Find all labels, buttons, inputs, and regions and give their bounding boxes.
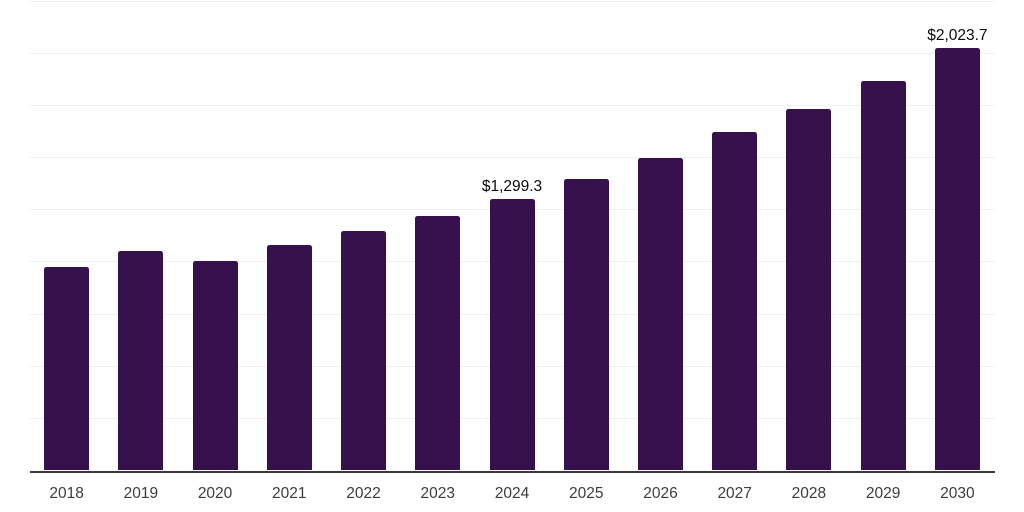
x-tick-label: 2022 bbox=[346, 485, 381, 502]
bar bbox=[712, 132, 758, 471]
bar bbox=[934, 48, 980, 471]
x-tick-label: 2020 bbox=[197, 485, 233, 502]
bar bbox=[192, 260, 238, 471]
bar bbox=[563, 179, 609, 471]
bar bbox=[489, 199, 535, 471]
x-tick-label: 2023 bbox=[420, 485, 455, 502]
x-tick-label: 2027 bbox=[717, 485, 752, 502]
x-tick-label: 2018 bbox=[49, 485, 84, 502]
bar bbox=[860, 81, 906, 471]
x-tick-label: 2025 bbox=[568, 485, 604, 502]
x-axis-line bbox=[29, 470, 995, 473]
x-tick-label: 2019 bbox=[123, 485, 159, 502]
bar bbox=[786, 108, 832, 471]
gridline bbox=[29, 0, 995, 2]
x-tick-label: 2026 bbox=[643, 485, 678, 502]
bar-value-label: $1,299.3 bbox=[481, 177, 543, 195]
bar bbox=[415, 216, 461, 471]
gridline bbox=[29, 157, 995, 158]
x-tick-label: 2030 bbox=[940, 485, 975, 502]
gridline bbox=[29, 104, 995, 106]
x-tick-label: 2024 bbox=[494, 485, 530, 502]
bar-value-label: $2,023.7 bbox=[927, 26, 988, 44]
bar bbox=[637, 157, 683, 471]
gridline bbox=[29, 52, 995, 54]
bar bbox=[118, 251, 164, 471]
x-tick-label: 2028 bbox=[791, 485, 827, 502]
x-tick-label: 2029 bbox=[865, 485, 901, 502]
x-tick-label: 2021 bbox=[272, 485, 307, 502]
bar bbox=[266, 245, 312, 471]
bar bbox=[44, 266, 90, 471]
bar bbox=[341, 231, 387, 471]
